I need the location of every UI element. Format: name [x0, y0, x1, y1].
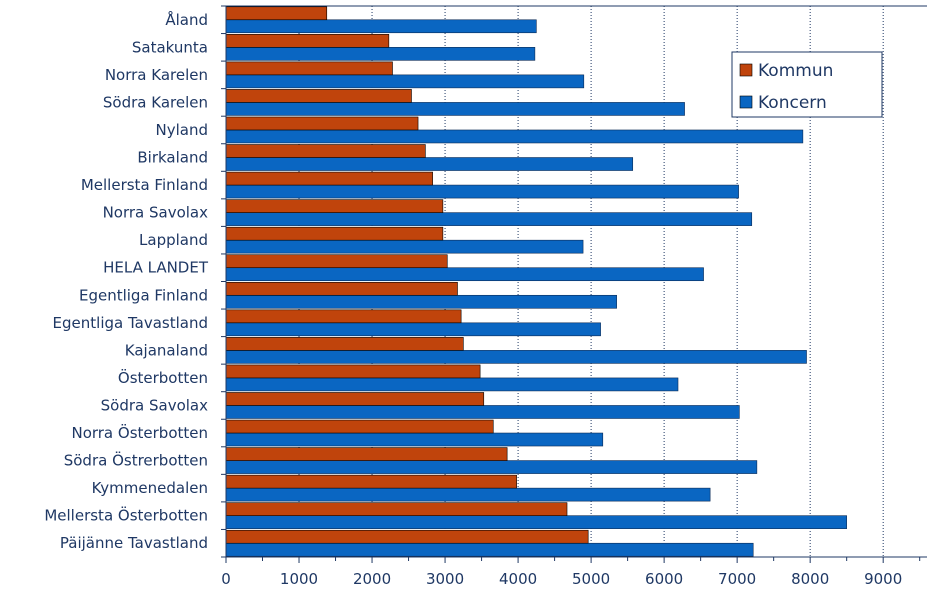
- category-label: Birkaland: [137, 149, 208, 167]
- bar-koncern: [225, 239, 584, 254]
- bar-koncern: [225, 102, 685, 116]
- category-label: Mellersta Finland: [81, 176, 208, 194]
- category-label: Egentliga Tavastland: [53, 314, 208, 332]
- bar-kommun: [225, 199, 444, 213]
- bar-kommun: [225, 144, 426, 158]
- category-label: Södra Karelen: [103, 93, 208, 111]
- x-tick-label: 1000: [280, 570, 318, 588]
- bar-kommun: [225, 364, 481, 379]
- bar-kommun: [225, 309, 462, 324]
- bar-kommun: [225, 281, 458, 296]
- bar-koncern: [225, 47, 536, 61]
- legend-label-koncern: Koncern: [758, 93, 827, 113]
- bar-kommun: [225, 474, 517, 489]
- bar-koncern: [225, 350, 807, 364]
- legend-box: [731, 51, 883, 118]
- bar-kommun: [225, 419, 494, 434]
- category-label: Egentliga Finland: [79, 286, 208, 304]
- legend-swatch-kommun: [739, 63, 753, 77]
- bar-kommun: [225, 171, 433, 186]
- bar-koncern: [225, 267, 704, 282]
- bar-kommun: [225, 254, 448, 269]
- category-label: Satakunta: [132, 38, 208, 56]
- bar-kommun: [225, 226, 444, 241]
- category-label: Päijänne Tavastland: [60, 534, 208, 552]
- category-label: Kajanaland: [125, 341, 208, 359]
- category-label: HELA LANDET: [103, 259, 209, 277]
- bar-koncern: [225, 129, 804, 144]
- x-tick-label: 9000: [864, 570, 902, 588]
- bar-koncern: [225, 157, 634, 171]
- bar-kommun: [225, 529, 589, 544]
- category-labels: Åland Satakunta Norra Karelen Södra Karelen…: [44, 10, 208, 552]
- x-tick-label: 4000: [499, 570, 537, 588]
- x-tick-label: 3000: [426, 570, 464, 588]
- bar-koncern: [225, 322, 601, 337]
- bar-kommun: [225, 116, 419, 131]
- legend-label-kommun: Kommun: [758, 61, 833, 81]
- bar-kommun: [225, 502, 568, 516]
- bar-koncern: [225, 432, 604, 447]
- bar-kommun: [225, 89, 412, 103]
- bar-kommun: [225, 61, 393, 76]
- bar-kommun: [225, 392, 485, 406]
- bar-koncern: [225, 184, 739, 199]
- category-label: Lappland: [139, 231, 208, 249]
- legend: Kommun Koncern: [731, 51, 883, 118]
- bar-koncern: [225, 212, 753, 226]
- bar-kommun: [225, 34, 390, 48]
- legend-swatch-koncern: [739, 95, 753, 109]
- bar-koncern: [225, 377, 679, 392]
- category-label: Norra Karelen: [105, 66, 208, 84]
- bar-koncern: [225, 405, 740, 419]
- bar-koncern: [225, 74, 585, 89]
- bar-kommun: [225, 447, 508, 461]
- x-tick-label: 6000: [645, 570, 683, 588]
- x-tick-label: 2000: [353, 570, 391, 588]
- category-label: Åland: [165, 10, 208, 29]
- bar-kommun: [225, 6, 328, 21]
- tick-labels: 0 1000 2000 3000 4000 5000 6000 7000 8000 9000: [221, 570, 902, 588]
- axes: [221, 5, 927, 563]
- category-label: Södra Östrerbotten: [64, 451, 208, 470]
- category-label: Mellersta Österbotten: [44, 506, 208, 525]
- category-label: Norra Savolax: [103, 204, 209, 222]
- category-label: Nyland: [156, 121, 209, 139]
- bar-koncern: [225, 487, 711, 502]
- category-label: Kymmenedalen: [92, 479, 208, 497]
- x-tick-label: 5000: [572, 570, 610, 588]
- category-label: Österbotten: [118, 368, 208, 387]
- x-tick-label: 8000: [791, 570, 829, 588]
- category-label: Södra Savolax: [101, 396, 208, 414]
- x-tick-label: 7000: [718, 570, 756, 588]
- x-tick-label: 0: [221, 570, 231, 588]
- bar-koncern: [225, 19, 537, 34]
- bar-kommun: [225, 337, 464, 351]
- bar-koncern: [225, 515, 847, 529]
- category-label: Norra Österbotten: [71, 423, 208, 442]
- bar-koncern: [225, 460, 758, 474]
- bar-koncern: [225, 294, 617, 309]
- bar-koncern: [225, 542, 754, 557]
